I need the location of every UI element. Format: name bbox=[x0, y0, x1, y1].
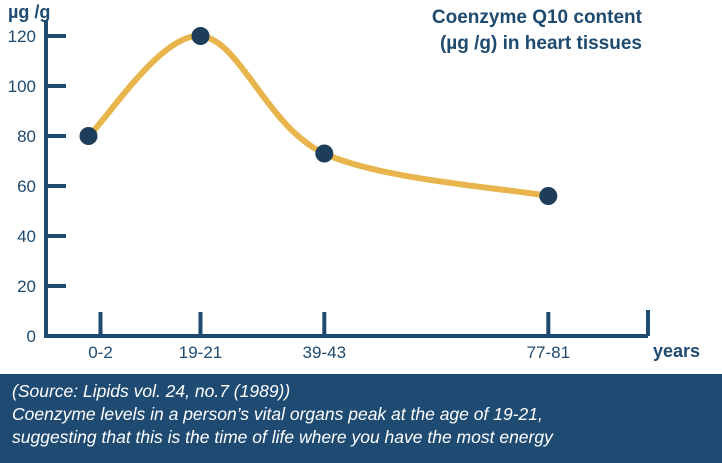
x-axis: 0-2 19-21 39-43 77-81 bbox=[44, 310, 650, 362]
caption-line-2: suggesting that this is the time of life… bbox=[12, 427, 553, 447]
data-point bbox=[191, 27, 210, 45]
y-tick-label: 80 bbox=[17, 127, 36, 146]
y-tick-label: 100 bbox=[8, 77, 36, 96]
y-axis: 0 20 40 60 80 100 120 bbox=[8, 20, 66, 346]
x-axis-unit-label: years bbox=[653, 341, 700, 361]
x-tick-label: 77-81 bbox=[527, 343, 570, 362]
x-tick-label: 39-43 bbox=[303, 343, 346, 362]
y-tick-label: 20 bbox=[17, 277, 36, 296]
y-axis-unit-label: µg /g bbox=[8, 2, 50, 22]
data-point bbox=[315, 144, 334, 163]
data-point bbox=[539, 187, 558, 205]
chart: 0 20 40 60 80 100 120 0-2 19-21 39-43 77-81 µg /g… bbox=[8, 2, 700, 362]
y-tick-label: 60 bbox=[17, 177, 36, 196]
data-point bbox=[79, 127, 98, 145]
y-tick-label: 40 bbox=[17, 227, 36, 246]
x-tick-label: 0-2 bbox=[88, 343, 113, 362]
y-tick-label: 0 bbox=[27, 327, 36, 346]
chart-title-line-1: Coenzyme Q10 content bbox=[432, 7, 643, 28]
caption-box: (Source: Lipids vol. 24, no.7 (1989)) Co… bbox=[0, 374, 722, 463]
series-path bbox=[85, 32, 552, 199]
y-tick-label: 120 bbox=[8, 27, 36, 46]
series-markers bbox=[79, 27, 558, 205]
series-line bbox=[85, 32, 552, 199]
caption-line-1: Coenzyme levels in a person’s vital orga… bbox=[12, 404, 543, 424]
caption-source: (Source: Lipids vol. 24, no.7 (1989)) bbox=[12, 381, 291, 401]
chart-title-line-2: (µg /g) in heart tissues bbox=[440, 33, 642, 54]
x-tick-label: 19-21 bbox=[179, 343, 222, 362]
